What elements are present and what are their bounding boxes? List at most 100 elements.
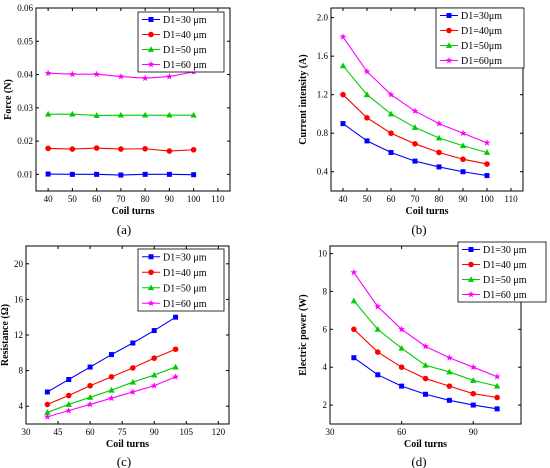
data-point: [86, 394, 94, 400]
x-tick-label: 90: [165, 194, 175, 204]
data-point: [118, 146, 124, 152]
data-point: [69, 110, 76, 117]
series-4: [43, 373, 179, 420]
legend-entry: D1=50 μm: [163, 45, 207, 56]
data-point: [398, 325, 406, 333]
data-point: [483, 149, 491, 155]
data-point: [422, 361, 429, 368]
data-point: [435, 134, 443, 141]
legend-entry: D1=50 μm: [483, 275, 527, 286]
x-tick-label: 50: [68, 194, 78, 204]
data-point: [93, 70, 101, 78]
chart-panel-1: 40 50 60 70 80 90 100 110 0.01 0.02 0.03 0.04 0.05 0.…: [3, 3, 231, 237]
x-axis-title: Coil turns: [106, 439, 149, 450]
legend-marker: [445, 56, 453, 64]
data-point: [469, 363, 477, 371]
series-3: [350, 297, 501, 389]
data-point: [190, 146, 197, 153]
legend-marker: [147, 46, 155, 52]
panel-label: (b): [411, 222, 426, 237]
series-1: [351, 355, 500, 412]
legend-marker: [147, 60, 155, 68]
data-point: [44, 389, 50, 395]
data-point: [493, 382, 501, 389]
y-tick-label: 8: [323, 286, 328, 296]
data-point: [151, 355, 158, 361]
data-point: [165, 72, 173, 80]
data-point: [387, 110, 395, 117]
y-tick-label: 2: [323, 400, 328, 410]
series-line: [342, 123, 488, 177]
data-point: [398, 344, 405, 351]
x-tick-label: 50: [363, 194, 373, 204]
legend-box: [137, 248, 225, 312]
data-point: [141, 74, 149, 82]
y-tick-label: 2.0: [317, 13, 329, 23]
data-point: [68, 70, 76, 78]
data-point: [374, 326, 381, 332]
data-point: [65, 401, 72, 407]
data-point: [172, 363, 179, 370]
legend-entry: D1=30μm: [461, 11, 502, 22]
x-tick-label: 30: [326, 427, 336, 437]
data-point: [398, 364, 405, 370]
legend: D1=30 μm D1=40 μm D1=50 μm D1=60 μm: [457, 241, 547, 303]
data-point: [399, 383, 405, 389]
data-point: [69, 171, 75, 177]
x-tick-label: 80: [141, 194, 151, 204]
series-1: [340, 121, 490, 179]
y-axis-title: Electric power (W): [298, 294, 309, 375]
x-tick-label: 45: [54, 427, 64, 437]
data-point: [86, 400, 94, 408]
legend-entry: D1=50 μm: [163, 283, 207, 294]
data-point: [69, 146, 76, 152]
legend-marker: [468, 247, 474, 252]
data-point: [493, 373, 501, 380]
data-point: [374, 303, 382, 310]
legend-entry: D1=50μm: [461, 41, 502, 52]
y-tick-label: 4: [323, 362, 328, 372]
x-tick-label: 30: [22, 427, 32, 437]
data-point: [484, 161, 490, 167]
data-point: [460, 169, 466, 175]
y-tick-label: 16: [14, 294, 24, 304]
x-tick-label: 100: [480, 194, 494, 204]
legend-marker: [445, 42, 453, 48]
series-3: [44, 363, 179, 415]
series-3: [339, 62, 491, 155]
panel-label: (c): [117, 454, 131, 468]
data-point: [412, 141, 418, 147]
data-point: [445, 354, 453, 361]
x-tick-label: 105: [180, 427, 194, 437]
y-tick-label: 0.8: [317, 128, 329, 138]
data-point: [87, 364, 93, 370]
x-tick-label: 120: [212, 427, 226, 437]
data-point: [117, 72, 125, 80]
chart-panel-2: 40 50 60 70 80 90 100 110 0.4 0.8 1.2 1.6 2.0 Coil tu…: [298, 7, 525, 237]
legend-entry: D1=60 μm: [483, 290, 527, 301]
data-point: [460, 156, 466, 163]
legend: D1=30μm D1=40μm D1=50μm D1=60μm: [435, 7, 525, 69]
data-point: [166, 111, 173, 118]
data-point: [484, 173, 490, 179]
legend-entry: D1=30 μm: [163, 15, 207, 26]
data-point: [422, 375, 429, 382]
data-point: [422, 342, 429, 350]
data-point: [173, 314, 179, 320]
legend-marker: [148, 17, 154, 22]
data-point: [141, 111, 149, 118]
y-tick-label: 0.03: [17, 103, 33, 113]
legend-entry: D1=60 μm: [163, 60, 207, 71]
y-tick-label: 0.05: [17, 36, 33, 46]
legend: D1=30 μm D1=40 μm D1=50 μm D1=60 μm: [137, 248, 225, 312]
x-tick-label: 90: [459, 194, 469, 204]
legend-entry: D1=40 μm: [483, 260, 527, 271]
data-point: [470, 377, 477, 383]
y-tick-label: 0.02: [17, 136, 33, 146]
data-point: [411, 107, 419, 114]
legend-marker: [148, 31, 154, 38]
data-point: [44, 69, 52, 77]
series-2: [45, 145, 197, 154]
y-tick-label: 8: [19, 366, 24, 376]
data-point: [45, 171, 51, 177]
